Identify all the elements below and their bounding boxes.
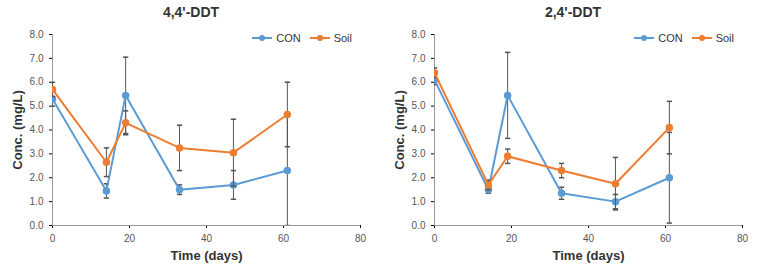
svg-text:Time (days): Time (days) [552,248,624,263]
svg-text:Time (days): Time (days) [170,248,242,263]
svg-text:20: 20 [124,233,136,244]
svg-text:4.0: 4.0 [412,124,426,135]
svg-text:0: 0 [432,233,438,244]
svg-text:80: 80 [355,233,367,244]
svg-text:3.0: 3.0 [412,148,426,159]
svg-text:80: 80 [737,233,749,244]
html-text:CON: CON [658,32,683,44]
svg-text:7.0: 7.0 [412,53,426,64]
svg-text:60: 60 [278,233,290,244]
svg-text:5.0: 5.0 [30,100,44,111]
svg-text:Conc. (mg/L): Conc. (mg/L) [10,90,25,169]
html-text:Soil: Soil [333,32,352,44]
svg-text:3.0: 3.0 [30,148,44,159]
svg-text:40: 40 [583,233,595,244]
html-text:CON: CON [276,32,301,44]
html-text:2,4'-DDT: 2,4'-DDT [544,4,602,20]
svg-text:6.0: 6.0 [412,76,426,87]
svg-text:6.0: 6.0 [30,76,44,87]
svg-text:1.0: 1.0 [30,196,44,207]
svg-text:5.0: 5.0 [412,100,426,111]
svg-text:2.0: 2.0 [412,172,426,183]
svg-text:8.0: 8.0 [30,29,44,40]
svg-text:0.0: 0.0 [412,220,426,231]
svg-text:4.0: 4.0 [30,124,44,135]
svg-text:0.0: 0.0 [30,220,44,231]
svg-text:8.0: 8.0 [412,29,426,40]
svg-text:1.0: 1.0 [412,196,426,207]
svg-text:0: 0 [50,233,56,244]
svg-text:Conc. (mg/L): Conc. (mg/L) [392,90,407,169]
html-text:Soil: Soil [715,32,734,44]
svg-text:7.0: 7.0 [30,53,44,64]
svg-text:2.0: 2.0 [30,172,44,183]
svg-text:20: 20 [506,233,518,244]
svg-text:60: 60 [660,233,672,244]
svg-text:40: 40 [201,233,213,244]
html-text:4,4'-DDT: 4,4'-DDT [162,4,220,20]
